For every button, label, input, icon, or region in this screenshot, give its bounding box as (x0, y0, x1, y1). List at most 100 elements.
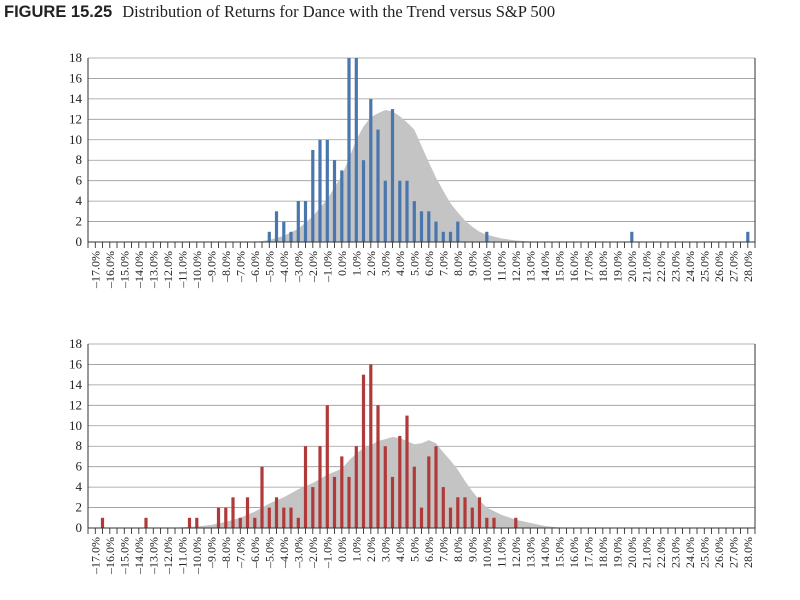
chart-1-x-tick-label: 7.0% (436, 537, 450, 562)
chart-1-x-tick-label: 27.0% (726, 537, 740, 568)
chart-0-x-tick-label: 0.0% (335, 251, 349, 276)
chart-0-x-tick-label: 7.0% (436, 251, 450, 276)
chart-1-bar (318, 446, 322, 528)
chart-0-bar (267, 231, 271, 242)
chart-1-bar (260, 466, 264, 528)
chart-0-x-tick-label: 9.0% (465, 251, 479, 276)
chart-0-bar (383, 180, 387, 242)
chart-1-bar (224, 507, 228, 528)
chart-1-x-tick-label: –12.0% (161, 537, 175, 575)
chart-1-bar (340, 456, 344, 528)
chart-0-bar (347, 58, 351, 242)
chart-1-x-tick-label: –15.0% (117, 537, 131, 575)
chart-1-x-tick-label: 5.0% (407, 537, 421, 562)
chart-1-bar (419, 507, 424, 528)
chart-1-x-tick-label: 4.0% (393, 537, 407, 562)
chart-0-bar (282, 221, 286, 242)
chart-0-x-tick-label: 26.0% (712, 251, 726, 282)
chart-0-x-tick-label: –7.0% (233, 251, 247, 283)
chart-0-x-tick-label: 8.0% (451, 251, 465, 276)
chart-0-bar (434, 221, 438, 242)
chart-0-bar (361, 160, 366, 242)
chart-1-x-tick-label: 28.0% (741, 537, 755, 568)
chart-1-x-tick-label: 24.0% (683, 537, 697, 568)
chart-0-x-tick-label: 4.0% (393, 251, 407, 276)
chart-1-bar (267, 507, 271, 528)
chart-1-y-tick-label: 16 (69, 356, 83, 371)
chart-1-bar (383, 446, 387, 528)
chart-0-x-tick-label: –17.0% (88, 251, 102, 289)
chart-1-bar (296, 517, 300, 528)
chart-1-x-tick-label: –10.0% (190, 537, 204, 575)
chart-1-bar (195, 517, 199, 528)
chart-0-x-tick-label: –16.0% (103, 251, 117, 289)
chart-0-x-tick-label: 14.0% (538, 251, 552, 282)
chart-0-bar (441, 231, 445, 242)
chart-1-x-tick-label: 21.0% (639, 537, 653, 568)
chart-1-bar (427, 456, 431, 528)
chart-1-bar (311, 487, 315, 528)
chart-0-bar (630, 231, 634, 242)
chart-0-y-tick-label: 0 (76, 234, 83, 249)
chart-0-x-tick-label: 10.0% (480, 251, 494, 282)
chart-1-bar (376, 405, 380, 528)
chart-1-bar (253, 517, 257, 528)
chart-0-x-tick-label: –5.0% (262, 251, 276, 283)
chart-0-x-tick-label: 18.0% (596, 251, 610, 282)
chart-1-bar (282, 507, 286, 528)
chart-0-y-tick-label: 12 (69, 111, 82, 126)
chart-1-x-tick-label: –16.0% (103, 537, 117, 575)
chart-0-x-tick-label: 13.0% (523, 251, 537, 282)
chart-1-bar (325, 405, 329, 528)
chart-0-bar (311, 150, 315, 242)
chart-0-y-tick-label: 16 (69, 70, 83, 85)
chart-0-bar (369, 98, 373, 243)
chart-0-x-tick-label: –14.0% (132, 251, 146, 289)
chart-1-x-tick-label: 3.0% (378, 537, 392, 562)
chart-1-y-tick-label: 2 (76, 500, 83, 515)
chart-0-bar (390, 109, 395, 242)
chart-0-bar (456, 221, 460, 242)
chart-1-x-tick-label: 14.0% (538, 537, 552, 568)
chart-0-bar (289, 231, 293, 242)
chart-0-x-tick-label: –2.0% (306, 251, 320, 283)
figure-title: Distribution of Returns for Dance with t… (122, 2, 556, 21)
chart-0-y-tick-label: 14 (69, 91, 83, 106)
chart-1-bar (398, 436, 402, 528)
chart-0-x-tick-label: 25.0% (697, 251, 711, 282)
chart-1-bar (434, 446, 438, 528)
chart-1-bar (354, 446, 358, 528)
chart-0-bar (427, 211, 431, 242)
chart-0-bar (340, 170, 344, 242)
chart-0-x-tick-label: 28.0% (741, 251, 755, 282)
chart-1-bar (187, 517, 192, 528)
chart-1-bar (274, 497, 279, 528)
chart-1-bar (289, 507, 293, 528)
chart-1-x-tick-label: 1.0% (349, 537, 363, 562)
chart-1-x-tick-label: –13.0% (146, 537, 160, 575)
chart-1-x-tick-label: 23.0% (668, 537, 682, 568)
chart-0-x-tick-label: –12.0% (161, 251, 175, 289)
chart-1-bar (514, 517, 518, 528)
chart-1-bar (216, 507, 221, 528)
chart-1-x-tick-label: –1.0% (320, 537, 334, 569)
chart-1-y-tick-label: 6 (76, 459, 83, 474)
chart-1-bar (144, 517, 148, 528)
chart-0-x-tick-label: –8.0% (219, 251, 233, 283)
chart-1-x-tick-label: 25.0% (697, 537, 711, 568)
chart-1-x-tick-label: 9.0% (465, 537, 479, 562)
chart-1-y-tick-label: 8 (76, 438, 83, 453)
chart-1-y-tick-label: 12 (69, 397, 82, 412)
chart-0-x-tick-label: 3.0% (378, 251, 392, 276)
chart-1-x-tick-label: 19.0% (610, 537, 624, 568)
chart-0-x-tick-label: 17.0% (581, 251, 595, 282)
chart-0-bar (325, 139, 329, 242)
chart-0-x-tick-label: 27.0% (726, 251, 740, 282)
chart-0-y-tick-label: 10 (69, 132, 82, 147)
chart-0-y-tick-label: 2 (76, 214, 83, 229)
chart-0-bar (274, 211, 279, 242)
chart-0-x-tick-label: –9.0% (204, 251, 218, 283)
chart-1-x-tick-label: 12.0% (509, 537, 523, 568)
chart-1-x-tick-label: 15.0% (552, 537, 566, 568)
